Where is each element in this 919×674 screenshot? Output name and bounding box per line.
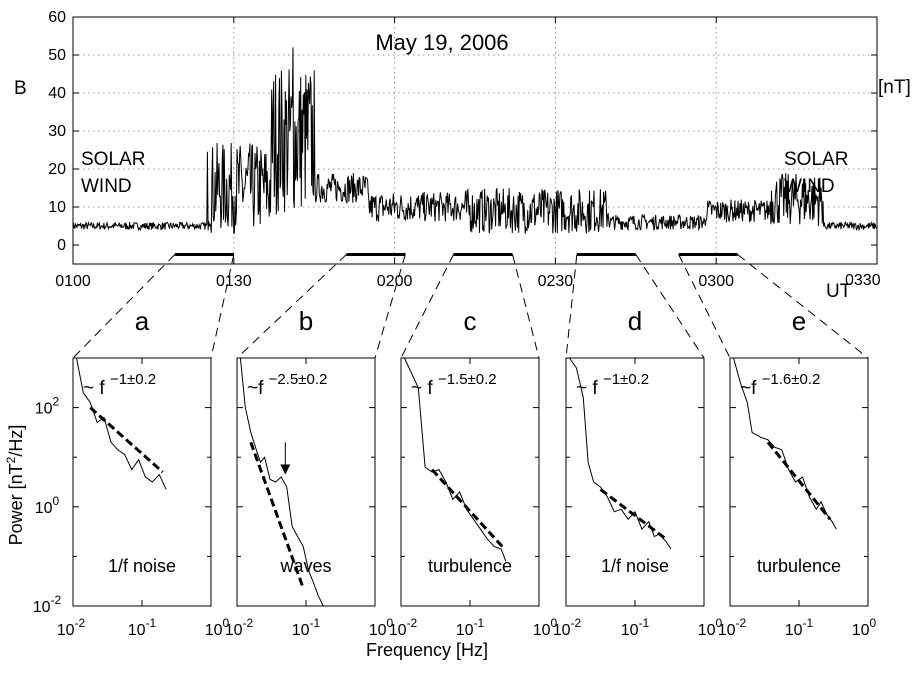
slope-label: ~f −1.6±0.2 (740, 371, 820, 399)
x-tick-label: 10-2 (389, 616, 418, 639)
solar-wind-left-line1: SOLAR (81, 149, 145, 170)
b-series-line (72, 47, 877, 234)
connector-left-b (236, 254, 347, 359)
y-tick-label: 50 (48, 47, 66, 64)
y-tick-label: 20 (48, 161, 66, 178)
connector-right-e (737, 254, 869, 359)
panel-letter-e: e (792, 306, 806, 336)
x-tick-label: 100 (369, 616, 394, 639)
spectrum-panel-e: ~f −1.6±0.2 turbulence 10-1 100 (729, 357, 877, 639)
x-tick-label: 100 (205, 616, 230, 639)
panel-note: 1/f noise (108, 556, 176, 576)
y-tick-label: 0 (57, 237, 66, 254)
svg-text:Power [nT2/Hz]: Power [nT2/Hz] (4, 425, 26, 546)
solar-wind-right-line1: SOLAR (784, 149, 848, 170)
x-tick-label: 10-1 (621, 616, 650, 639)
x-tick-label: 100 (698, 616, 723, 639)
connector-right-a (210, 254, 235, 359)
panel-letter-b: b (299, 306, 313, 336)
x-tick-label: 100 (852, 616, 877, 639)
solar-wind-right-line2: WIND (784, 176, 835, 197)
top-y-axis-label: B (14, 78, 27, 99)
y-tick-label: 100 (35, 494, 60, 517)
y-tick-label: 10-2 (33, 593, 62, 616)
zoom-connectors: a b c d e (72, 254, 869, 359)
x-tick-label: 10-2 (57, 616, 86, 639)
spectrum-line (239, 357, 324, 607)
connector-left-e (678, 254, 731, 359)
top-y-unit: [nT] (878, 77, 911, 98)
x-tick-label: 10-2 (225, 616, 254, 639)
y-tick-label: 30 (48, 123, 66, 140)
spectrum-line (733, 357, 837, 530)
connector-left-c (400, 254, 455, 359)
x-tick-label: 0300 (698, 273, 734, 290)
top-x-axis-label: UT (826, 281, 852, 302)
x-tick-label: 10-1 (292, 616, 321, 639)
fit-line (249, 441, 304, 587)
top-ticks: 0 10 20 30 40 50 60 0100 0130 0200 0230 0300 0330 (48, 9, 880, 290)
panel-letter-d: d (628, 306, 642, 336)
y-tick-label: 60 (48, 9, 66, 26)
fit-line (89, 406, 164, 474)
bottom-y-axis-label: Power [nT2/Hz] (4, 425, 26, 546)
x-tick-label: 10-1 (128, 616, 157, 639)
panel-letter-c: c (464, 306, 477, 336)
connector-right-c (512, 254, 540, 359)
fit-line (599, 488, 667, 541)
slope-label: ~f −2.5±0.2 (247, 371, 327, 399)
x-tick-label: 0230 (538, 273, 574, 290)
x-tick-label: 10-1 (456, 616, 485, 639)
x-tick-label: 10-1 (785, 616, 814, 639)
top-axes-frame (72, 16, 878, 265)
bottom-x-axis-label: Frequency [Hz] (366, 640, 488, 660)
connector-left-d (565, 254, 578, 359)
solar-wind-left-line2: WIND (81, 176, 132, 197)
panel-note: turbulence (428, 556, 512, 576)
x-tick-label: 0100 (55, 273, 91, 290)
slope-label: ~ f −1±0.2 (576, 371, 649, 399)
x-tick-label: 0200 (377, 273, 413, 290)
x-tick-label: 10-2 (553, 616, 582, 639)
slope-label: ~ f −1.5±0.2 (411, 371, 497, 399)
b-series (72, 47, 877, 234)
connector-right-b (374, 254, 406, 359)
y-tick-label: 102 (35, 395, 60, 418)
x-tick-label: 100 (533, 616, 558, 639)
connector-right-d (635, 254, 705, 359)
spectrum-line (76, 357, 167, 490)
panel-note: turbulence (757, 556, 841, 576)
y-tick-label: 40 (48, 85, 66, 102)
slope-label: ~ f −1±0.2 (83, 371, 156, 399)
x-tick-label: 0330 (845, 272, 881, 289)
chart-title: May 19, 2006 (375, 30, 508, 55)
y-tick-label: 10 (48, 199, 66, 216)
panel-letter-a: a (135, 306, 150, 336)
spectrum-line (403, 357, 507, 562)
connector-left-a (72, 254, 176, 359)
x-tick-label: 10-2 (718, 616, 747, 639)
arrow-head (280, 464, 291, 475)
spectrum-line (569, 357, 672, 550)
panel-note: 1/f noise (601, 556, 669, 576)
fit-line (430, 468, 506, 550)
panel-note: waves (279, 556, 331, 576)
fit-line (766, 441, 832, 521)
x-tick-label: 0130 (216, 273, 252, 290)
